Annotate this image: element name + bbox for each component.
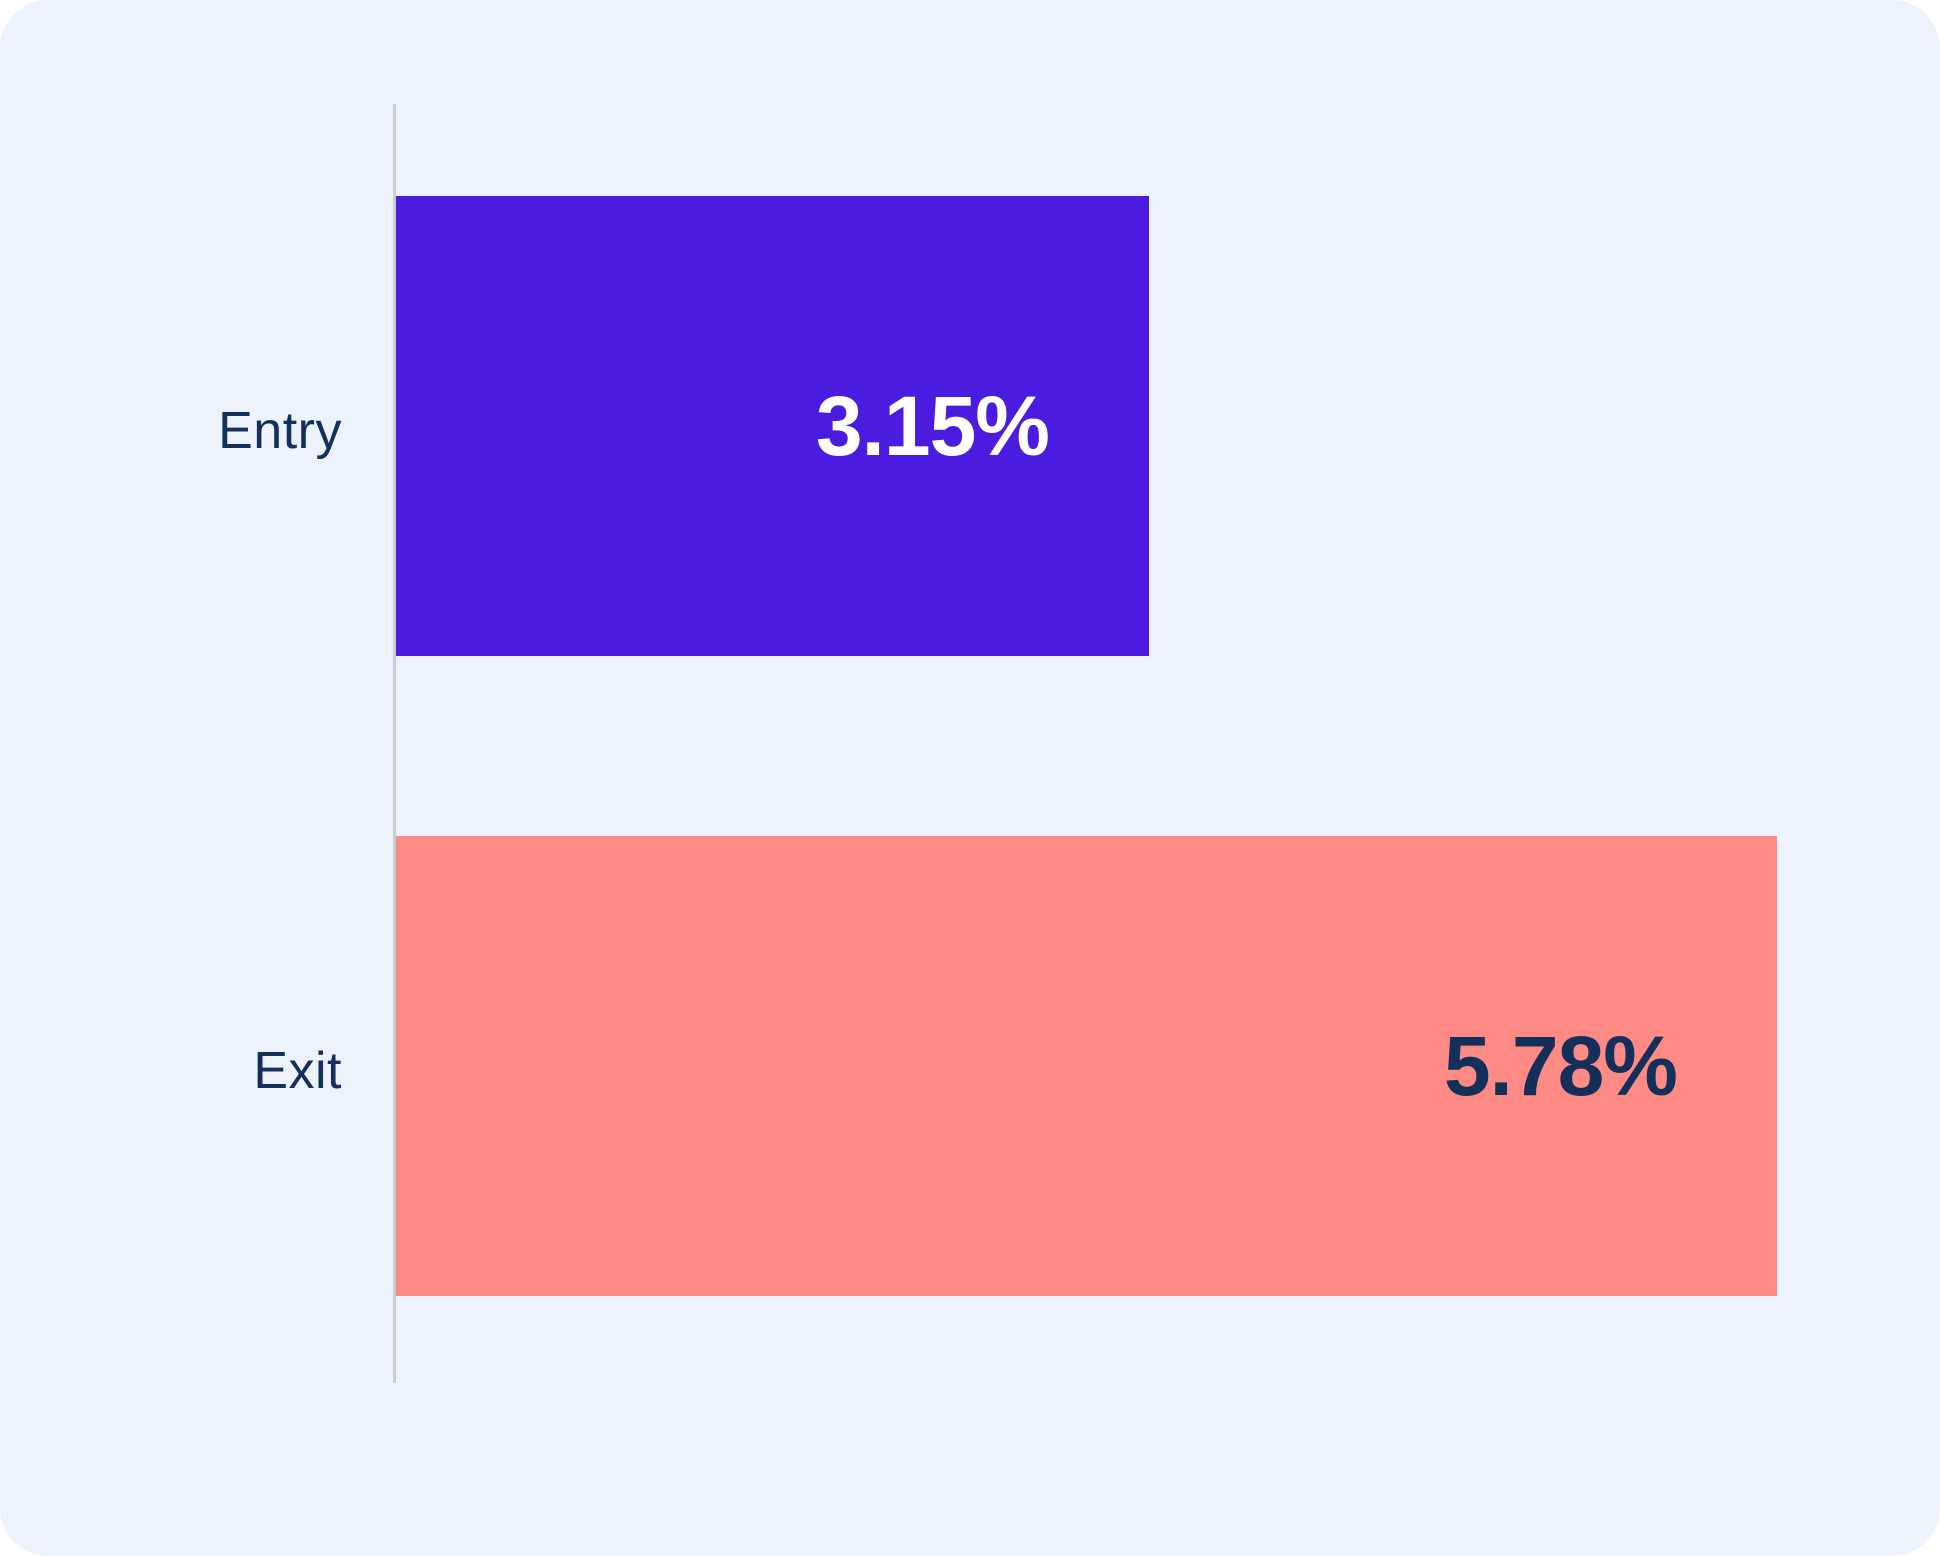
category-label-entry: Entry [218, 402, 342, 460]
category-label-exit: Exit [253, 1042, 342, 1100]
bar-exit[interactable]: 5.78% [396, 836, 1777, 1296]
y-axis-line [393, 104, 396, 1383]
bar-value-exit: 5.78% [1443, 1018, 1678, 1113]
bar-value-entry: 3.15% [815, 378, 1050, 473]
bar-entry[interactable]: 3.15% [396, 196, 1149, 656]
